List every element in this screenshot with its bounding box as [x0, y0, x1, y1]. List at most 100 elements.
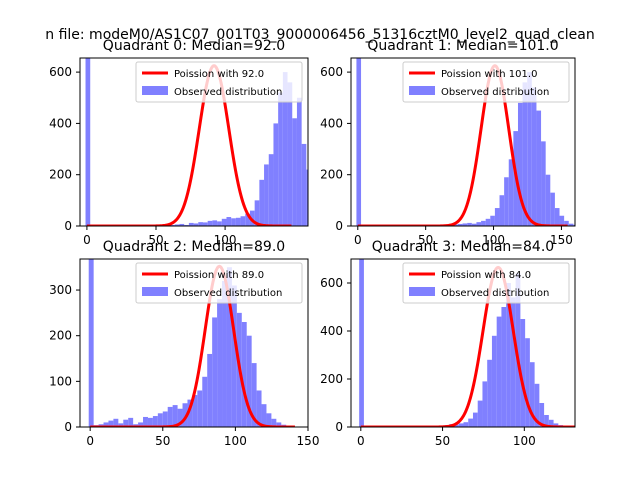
hist-bar: [454, 424, 459, 427]
legend-hist-label: Observed distribution: [441, 288, 549, 299]
hist-bar: [198, 222, 203, 226]
x-tick-label: 150: [550, 233, 573, 247]
x-tick-label: 50: [435, 434, 450, 448]
fit-curve: [89, 264, 296, 427]
axes-frame: [350, 57, 576, 227]
hist-bar: [226, 267, 232, 427]
hist-bar: [88, 259, 94, 427]
hist-bar: [282, 72, 288, 226]
hist-bar: [506, 283, 511, 427]
fit-curve-group: [86, 64, 293, 226]
axes-spine: [350, 258, 576, 428]
hist-bar: [325, 220, 330, 226]
hist-bar: [356, 58, 362, 226]
hist-bar: [517, 102, 523, 226]
hist-bar: [359, 259, 364, 427]
subplot-title: Quadrant 2: Median=89.0: [103, 239, 285, 255]
hist-bar: [531, 87, 537, 226]
x-tick-label: 50: [148, 233, 163, 247]
y-tick-label: 300: [49, 283, 72, 297]
hist-bar: [501, 307, 507, 427]
x-tick-label: 0: [357, 434, 365, 448]
hist-bar: [487, 359, 492, 427]
hist-bar: [254, 200, 260, 226]
hist-bar: [301, 143, 307, 226]
y-tick-label: 200: [49, 329, 72, 343]
hist-bar: [184, 224, 189, 226]
legend: Poission with 92.0 Observed distribution: [135, 61, 303, 103]
hist-bar: [188, 222, 194, 226]
hist-bar: [463, 422, 469, 427]
hist-bar: [179, 223, 185, 226]
hist-bar: [222, 280, 227, 427]
hist-bar: [85, 58, 91, 226]
hist-bar: [170, 224, 175, 226]
hist-bar: [128, 417, 134, 427]
legend-box: [135, 61, 303, 103]
hist-bar: [147, 417, 153, 427]
hist-bar: [143, 416, 148, 427]
legend-fit-label: Poission with 101.0: [441, 69, 537, 80]
y-tick-label: 200: [320, 168, 343, 182]
hist-bar: [177, 408, 183, 427]
hist-bar: [296, 97, 302, 226]
hist-bar: [273, 123, 279, 226]
y-tick-label: 400: [320, 116, 343, 130]
hist-bar: [202, 376, 208, 427]
figure-suptitle: n file: modeM0/AS1C07_001T03_9000006456_…: [45, 27, 594, 43]
legend-hist-label: Observed distribution: [174, 288, 282, 299]
y-tick-label: 0: [64, 420, 72, 434]
fit-curve-group: [360, 265, 575, 427]
hist-bar: [276, 422, 282, 427]
axes-frame: [79, 57, 309, 227]
hist-bar: [330, 223, 335, 226]
hist-bar: [541, 141, 546, 226]
hist-bar: [491, 335, 497, 427]
hist-bar: [193, 223, 199, 226]
hist-bar: [527, 72, 532, 226]
fit-curve: [360, 265, 575, 427]
hist-bar: [231, 285, 237, 427]
hist-bar: [559, 215, 565, 226]
fit-curve-group: [89, 264, 296, 427]
hist-bar: [539, 403, 545, 427]
subplot-title: Quadrant 0: Median=92.0: [103, 38, 285, 54]
legend-box: [402, 262, 570, 304]
y-tick-label: 0: [335, 420, 343, 434]
hist-bars: [85, 58, 335, 226]
y-tick-label: 400: [320, 324, 343, 338]
hist-bar: [457, 223, 463, 226]
y-tick-label: 200: [320, 372, 343, 386]
hist-bar: [192, 395, 198, 427]
hist-bar: [202, 222, 208, 226]
hist-bar: [152, 416, 158, 427]
hist-bar: [472, 412, 478, 427]
hist-bar: [174, 224, 180, 226]
x-tick-label: 50: [418, 233, 433, 247]
legend-box: [135, 262, 303, 304]
hist-bar: [212, 220, 218, 226]
legend-hist-label: Observed distribution: [441, 87, 549, 98]
hist-bar: [522, 82, 528, 226]
hist-bar: [172, 405, 178, 427]
hist-bar: [207, 220, 213, 226]
x-tick-label: 100: [482, 233, 505, 247]
hist-bar: [221, 218, 227, 226]
hist-bar: [515, 273, 521, 427]
hist-bar: [525, 338, 530, 427]
subplot-quadrant-2: 0 50 100 150 0 100 200 300 Quadrant 2: Median=8…: [49, 239, 319, 448]
legend-box: [402, 61, 570, 103]
hist-bar: [485, 218, 491, 226]
hist-bar: [278, 92, 283, 226]
hist-bar: [266, 413, 272, 427]
hist-bar: [251, 363, 257, 427]
hist-bar: [157, 413, 163, 427]
hist-bar: [287, 82, 293, 226]
hist-bar: [482, 381, 488, 427]
hist-bar: [241, 322, 247, 427]
x-tick-label: 100: [214, 233, 237, 247]
hist-bar: [138, 422, 144, 427]
hist-bar: [292, 118, 297, 226]
hist-bar: [544, 415, 549, 427]
hist-bar: [261, 404, 267, 427]
